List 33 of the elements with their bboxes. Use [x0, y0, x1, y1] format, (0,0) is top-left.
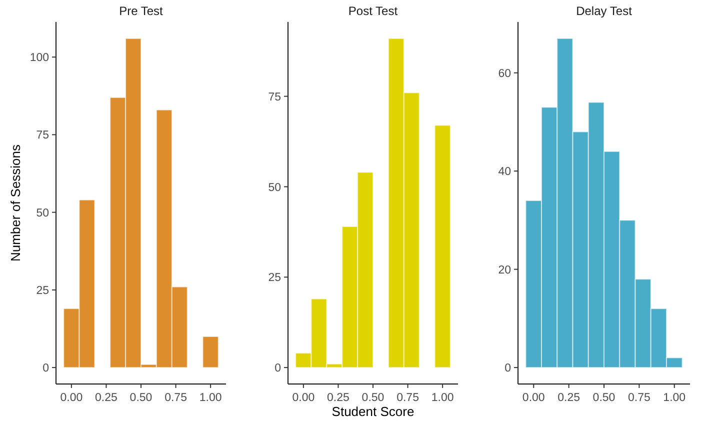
y-tick-label: 75 [36, 130, 49, 142]
chart-title: Delay Test [576, 4, 633, 18]
x-tick-label: 0.00 [522, 392, 545, 404]
x-tick-label: 0.25 [558, 392, 580, 404]
x-tick-label: 0.75 [164, 392, 187, 404]
chart-title: Pre Test [119, 4, 164, 18]
x-tick-label: 0.50 [362, 392, 384, 404]
y-tick-label: 0 [274, 362, 281, 375]
y-tick-label: 0 [42, 362, 49, 375]
y-tick-label: 20 [498, 264, 511, 276]
x-tick-label: 0.00 [292, 392, 315, 404]
x-tick-label: 1.00 [663, 392, 686, 404]
x-tick-label: 0.75 [628, 392, 650, 404]
x-tick-label: 0.50 [592, 392, 616, 404]
x-axis-title: Student Score [332, 404, 414, 419]
x-tick-label: 1.00 [199, 392, 222, 404]
x-tick-label: 0.50 [130, 392, 152, 404]
chart-title: Post Test [348, 4, 398, 18]
y-tick-label: 25 [36, 284, 49, 297]
y-tick-label: 25 [268, 272, 281, 284]
y-axis-title: Number of Sessions [8, 144, 23, 262]
y-tick-label: 40 [498, 166, 511, 178]
y-tick-label: 50 [268, 182, 281, 194]
y-tick-label: 100 [30, 52, 49, 64]
x-tick-label: 0.00 [60, 392, 83, 404]
x-tick-label: 0.25 [327, 392, 350, 404]
y-tick-label: 75 [268, 91, 281, 104]
x-tick-label: 0.25 [95, 392, 118, 404]
y-tick-label: 50 [36, 207, 49, 220]
y-tick-label: 60 [498, 68, 511, 80]
x-tick-label: 0.75 [396, 392, 419, 404]
y-tick-label: 0 [504, 362, 511, 375]
x-tick-label: 1.00 [431, 392, 454, 404]
